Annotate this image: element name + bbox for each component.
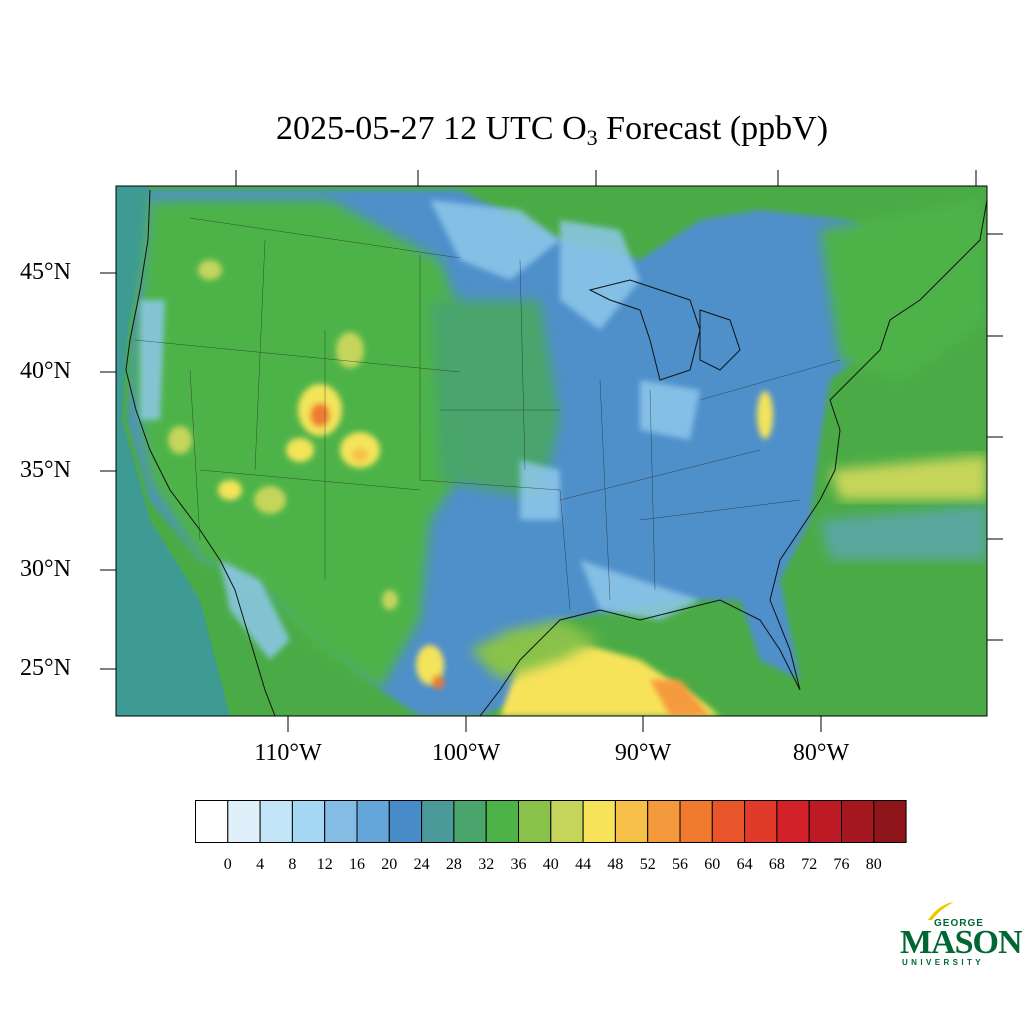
colorbar-swatch <box>776 800 810 843</box>
colorbar-swatch <box>195 800 229 843</box>
gulf-orange <box>650 680 710 716</box>
colorbar-swatch <box>388 800 423 843</box>
title-suffix: Forecast (ppbV) <box>597 110 829 147</box>
logo-george: GEORGE <box>934 918 984 929</box>
lat-label-40n: 40°N <box>20 358 71 384</box>
state-borders <box>134 217 841 611</box>
northeast-green <box>820 200 987 380</box>
colorbar-swatch <box>647 800 681 843</box>
atlantic-olive <box>830 455 987 500</box>
colorbar-label: 12 <box>316 856 333 873</box>
concentration-field <box>116 186 987 716</box>
gmu-logo: GEORGE MASON UNIVERSITY <box>898 900 1023 970</box>
colorbar-swatch <box>227 800 261 843</box>
lat-label-25n: 25°N <box>20 655 71 681</box>
lon-label-90w: 90°W <box>614 740 672 766</box>
colorbar-label: 64 <box>736 856 753 873</box>
colorbar-swatch <box>421 800 455 843</box>
colorbar-label: 16 <box>349 856 365 873</box>
colorbar-label: 8 <box>288 856 297 873</box>
colorbar-label: 56 <box>672 856 688 873</box>
colorbar-swatch <box>808 800 843 843</box>
colorbar-swatch <box>356 800 390 843</box>
colorbar-label: 68 <box>768 856 785 873</box>
pacific-teal-band <box>116 186 230 716</box>
lat-label-30n: 30°N <box>20 556 71 582</box>
colorbar-label: 24 <box>413 856 430 873</box>
map-title: 2025-05-27 12 UTC O3 Forecast (ppbV) <box>0 110 1024 151</box>
map-frame <box>115 185 988 717</box>
lon-label-100w: 100°W <box>431 740 501 766</box>
colorbar-swatch <box>259 800 293 843</box>
colorbar-swatch <box>679 800 713 843</box>
lon-label-80w: 80°W <box>792 740 850 766</box>
colorbar-swatch <box>324 800 358 843</box>
colorbar-swatch <box>873 800 907 843</box>
gulf-olive <box>470 620 600 680</box>
colorbar <box>195 800 907 843</box>
colorbar-label: 52 <box>639 856 656 873</box>
colorbar-swatch <box>485 800 520 843</box>
colorbar-label: 28 <box>445 856 462 873</box>
colorbar-swatch <box>744 800 778 843</box>
colorbar-label: 36 <box>510 856 527 873</box>
light-blue-features <box>140 200 700 660</box>
colorbar-label: 32 <box>478 856 495 873</box>
right-ticks <box>987 233 1003 641</box>
colorbar-label: 0 <box>223 856 232 873</box>
lon-label-110w: 110°W <box>254 740 322 766</box>
coastlines <box>125 189 987 716</box>
bottom-ticks <box>287 716 822 732</box>
atlantic-blue <box>820 505 987 560</box>
colorbar-label: 44 <box>575 856 592 873</box>
colorbar-swatch <box>582 800 616 843</box>
colorbar-label: 72 <box>801 856 818 873</box>
swoosh-icon <box>928 902 954 920</box>
plains-green <box>430 300 560 500</box>
title-subscript: 3 <box>586 125 598 150</box>
colorbar-label: 80 <box>865 856 882 873</box>
colorbar-label: 48 <box>607 856 624 873</box>
colorbar-swatch <box>711 800 746 843</box>
logo-mason: MASON <box>900 924 1023 961</box>
top-ticks <box>235 170 977 186</box>
hotspots <box>168 260 773 689</box>
colorbar-label: 4 <box>256 856 265 873</box>
colorbar-swatch <box>550 800 584 843</box>
colorbar-swatch <box>518 800 552 843</box>
colorbar-label: 60 <box>704 856 721 873</box>
logo-university: UNIVERSITY <box>902 958 985 967</box>
colorbar-swatch <box>841 800 875 843</box>
colorbar-label: 40 <box>542 856 559 873</box>
colorbar-swatch <box>614 800 649 843</box>
lat-label-45n: 45°N <box>20 259 71 285</box>
colorbar-label: 76 <box>833 856 850 873</box>
colorbar-swatch <box>453 800 487 843</box>
colorbar-label: 20 <box>381 856 398 873</box>
left-ticks <box>100 272 116 670</box>
colorbar-swatch <box>291 800 326 843</box>
title-prefix: 2025-05-27 12 UTC O <box>275 110 587 147</box>
lat-label-35n: 35°N <box>20 457 71 483</box>
